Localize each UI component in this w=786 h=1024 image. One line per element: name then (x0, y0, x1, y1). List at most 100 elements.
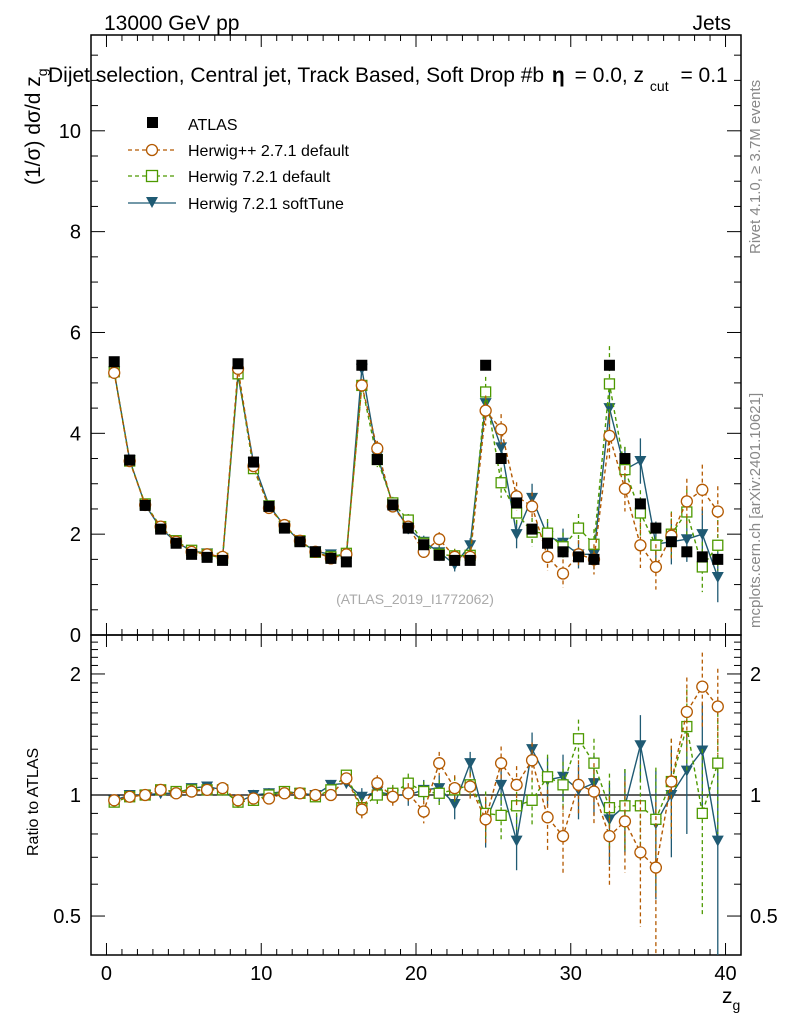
data-point (603, 403, 616, 415)
data-point (494, 757, 508, 770)
x-axis-title: zg (722, 985, 740, 1013)
data-point (665, 775, 678, 788)
data-point (711, 835, 724, 847)
data-point (479, 813, 492, 826)
data-point (541, 550, 554, 563)
data-point (417, 805, 430, 818)
data-point (511, 497, 523, 509)
data-point (712, 757, 724, 769)
data-point (325, 552, 337, 564)
data-point (603, 359, 615, 371)
main-series-layer (108, 346, 724, 603)
data-point (448, 798, 461, 810)
data-point (464, 540, 477, 552)
legend-herwigpp-label: Herwig++ 2.7.1 default (188, 143, 350, 160)
mcplots-label: mcplots.cern.ch [arXiv:2401.10621] (747, 393, 764, 628)
data-point (108, 366, 121, 379)
x-tick-label: 40 (714, 963, 736, 985)
series-herwig-7-2-1-softtune (108, 362, 724, 603)
data-point (464, 758, 477, 770)
data-point (356, 359, 368, 371)
data-point (588, 553, 600, 565)
data-point (216, 782, 229, 795)
data-point (603, 830, 616, 843)
x-tick-label: 10 (250, 963, 272, 985)
data-point (293, 787, 307, 800)
data-point (247, 792, 260, 805)
data-point (448, 782, 461, 795)
data-point (464, 554, 476, 566)
data-point (680, 705, 693, 718)
data-point (526, 492, 539, 504)
data-point (371, 777, 384, 790)
data-point (696, 483, 709, 496)
legend-herwigpp-marker (145, 143, 159, 157)
data-point (510, 529, 523, 541)
data-point (541, 771, 554, 783)
data-point (278, 787, 291, 800)
data-point (433, 787, 445, 799)
data-point (495, 809, 507, 821)
x-tick-label: 30 (560, 963, 582, 985)
data-point (139, 788, 152, 802)
data-point (355, 791, 368, 803)
data-point (201, 551, 213, 563)
series-atlas (108, 356, 724, 568)
data-point (510, 507, 523, 519)
data-point (696, 529, 709, 541)
y-axis-title-main: (1/σ) dσ/d zg (22, 68, 50, 185)
data-point (200, 783, 214, 796)
data-point (557, 546, 569, 558)
main-y-tick-label: 8 (70, 222, 81, 244)
main-y-tick-label: 4 (70, 423, 81, 445)
main-y-tick-label: 6 (70, 322, 81, 344)
data-point (587, 785, 601, 798)
data-point (603, 429, 616, 442)
data-point (650, 522, 662, 534)
data-point (525, 754, 539, 767)
data-point (231, 794, 245, 807)
data-point (371, 442, 384, 455)
ratio-y-tick-label-right: 2 (750, 664, 761, 686)
data-point (557, 779, 569, 791)
legend-herwig-soft-label: Herwig 7.2.1 softTune (188, 196, 344, 213)
y-axis-title-ratio: Ratio to ATLAS (25, 748, 42, 856)
data-point (696, 561, 708, 573)
energy-label: 13000 GeV pp (104, 12, 239, 35)
data-point (340, 556, 352, 568)
series-line-herwig-7-2-1-softtune (113, 745, 719, 841)
data-point (124, 454, 136, 466)
data-point (433, 757, 446, 770)
series-line-herwig-2-7-1-default (114, 685, 719, 869)
data-point (711, 700, 724, 713)
data-point (186, 548, 198, 560)
data-point (696, 680, 709, 693)
data-point (479, 386, 492, 398)
data-point (711, 572, 724, 584)
ratio-y-tick-label-right: 0.5 (750, 906, 778, 928)
data-point (712, 539, 724, 551)
data-point (309, 546, 321, 558)
data-point (185, 785, 198, 798)
data-point (154, 783, 167, 796)
data-point (433, 549, 445, 561)
ratio-series-layer (108, 652, 724, 955)
data-point (402, 787, 415, 800)
legend-herwig-default-marker (145, 169, 159, 183)
data-point (634, 456, 647, 468)
ratio-y-tick-label-right: 1 (750, 785, 761, 807)
ratio-axis-ticks: 0.5 0.5 1 1 2 2 (53, 634, 778, 956)
data-point (263, 500, 275, 512)
data-point (433, 533, 446, 546)
data-point (572, 778, 585, 791)
data-point (572, 522, 585, 534)
legend-atlas-label: ATLAS (188, 117, 238, 134)
data-point (494, 423, 508, 436)
data-point (169, 787, 183, 800)
ratio-y-tick-label: 2 (70, 664, 81, 686)
data-point (248, 456, 259, 468)
legend-atlas-marker (147, 117, 158, 128)
data-point (634, 507, 647, 519)
data-point (170, 537, 182, 549)
x-tick-label: 20 (405, 963, 427, 985)
